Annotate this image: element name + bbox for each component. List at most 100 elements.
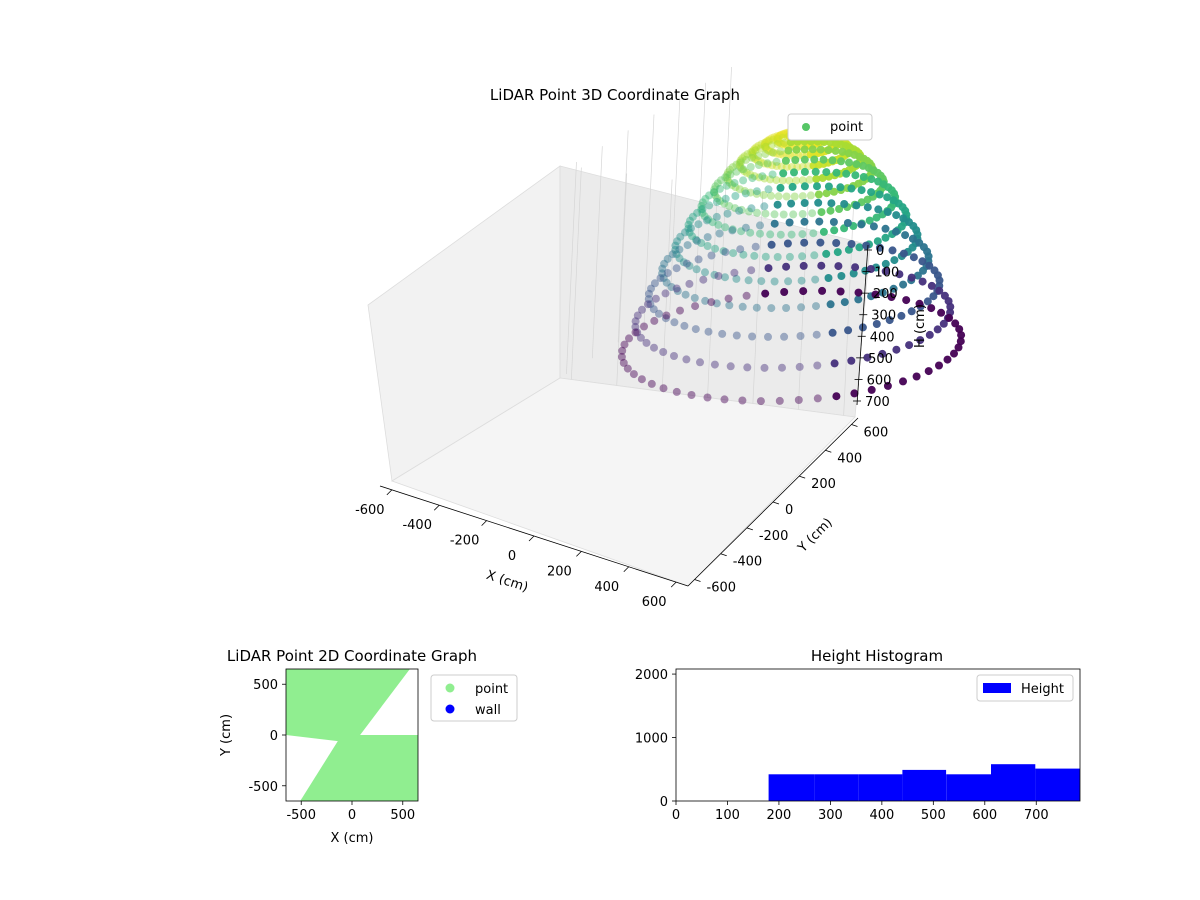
point-3d (754, 161, 763, 169)
point-3d (770, 277, 779, 286)
point-3d (827, 199, 836, 208)
point-3d (824, 146, 833, 155)
point-3d (623, 364, 632, 373)
point-3d (693, 208, 702, 217)
point-3d (698, 198, 707, 207)
point-3d (787, 230, 796, 239)
x-tick-label-3d: 400 (594, 580, 619, 595)
grid-x-0 (570, 167, 582, 380)
point-3d (757, 277, 766, 286)
point-3d (756, 397, 765, 406)
point-3d (899, 377, 907, 386)
point-3d (818, 174, 827, 182)
y-tick-3d (799, 475, 806, 479)
x-tick-3d (481, 520, 487, 526)
point-3d (752, 303, 761, 312)
point-3d (935, 361, 943, 370)
point-3d (902, 296, 911, 305)
point-3d (723, 176, 732, 185)
point-3d (711, 244, 720, 253)
point-3d (640, 322, 648, 331)
point-3d (644, 295, 653, 304)
point-3d (713, 194, 722, 203)
x-tick-3d (433, 504, 440, 511)
point-3d (631, 322, 640, 331)
point-3d (710, 185, 719, 194)
point-3d (723, 171, 732, 179)
point-3d (800, 155, 809, 164)
point-3d (775, 132, 783, 141)
point-3d (663, 254, 672, 263)
point-3d (792, 145, 801, 154)
point-3d (916, 336, 925, 345)
point-3d (927, 281, 936, 290)
point-3d (852, 201, 861, 210)
point-3d (736, 163, 745, 172)
point-3d (668, 250, 677, 259)
point-3d (898, 203, 907, 212)
point-3d (726, 165, 734, 174)
point-3d (881, 259, 890, 268)
point-3d (746, 170, 755, 179)
point-3d (721, 248, 730, 257)
ticks-3d: -600-400-2000200400600-600-400-200020040… (355, 244, 899, 610)
point-3d (815, 217, 824, 226)
point-3d (681, 228, 689, 237)
grid-y-6 (566, 162, 577, 375)
chart-2d-title: LiDAR Point 2D Coordinate Graph (227, 647, 477, 665)
point-3d (645, 289, 653, 298)
point-3d (747, 266, 756, 275)
point-3d (836, 287, 845, 296)
point-3d (812, 302, 820, 311)
point-3d (672, 284, 681, 293)
point-3d (679, 258, 688, 267)
point-3d (735, 158, 744, 167)
point-3d (780, 332, 789, 341)
point-3d (800, 238, 809, 247)
point-3d (760, 138, 769, 147)
point-3d (745, 207, 753, 216)
point-3d (781, 156, 790, 165)
point-3d (735, 185, 744, 194)
point-3d (933, 325, 942, 334)
point-3d (738, 154, 747, 163)
point-3d (782, 192, 791, 201)
point-3d (836, 183, 845, 192)
point-3d (728, 163, 737, 172)
point-3d (792, 176, 801, 185)
point-3d (822, 189, 831, 198)
y-tick-label-3d: -400 (733, 555, 763, 570)
point-3d (912, 372, 921, 381)
point-3d (673, 287, 682, 295)
grid-x-3 (707, 185, 718, 398)
point-3d (662, 311, 671, 320)
histogram-bar (902, 769, 947, 801)
y-tick-label-3d: 600 (863, 425, 888, 440)
point-3d (756, 144, 765, 153)
point-3d (832, 168, 841, 177)
point-3d (736, 245, 745, 254)
point-3d (824, 274, 833, 282)
point-3d (761, 289, 770, 298)
point-3d (767, 240, 776, 249)
point-3d (715, 184, 724, 193)
point-3d (829, 218, 838, 226)
white-wedges-2d (286, 669, 418, 801)
point-3d (688, 212, 697, 221)
point-3d (707, 251, 716, 260)
grid-y-0 (721, 66, 732, 279)
point-3d (749, 153, 758, 162)
point-3d (883, 193, 892, 202)
point-3d (656, 274, 665, 283)
point-3d (833, 248, 842, 257)
point-3d (955, 325, 964, 334)
point-3d (777, 139, 786, 148)
point-3d (693, 236, 701, 245)
grid-x-1 (616, 173, 628, 386)
point-3d (739, 176, 748, 185)
point-3d (837, 272, 846, 280)
point-3d (847, 240, 856, 248)
point-3d (818, 286, 827, 295)
point-3d (874, 205, 883, 214)
point-3d (875, 190, 884, 199)
